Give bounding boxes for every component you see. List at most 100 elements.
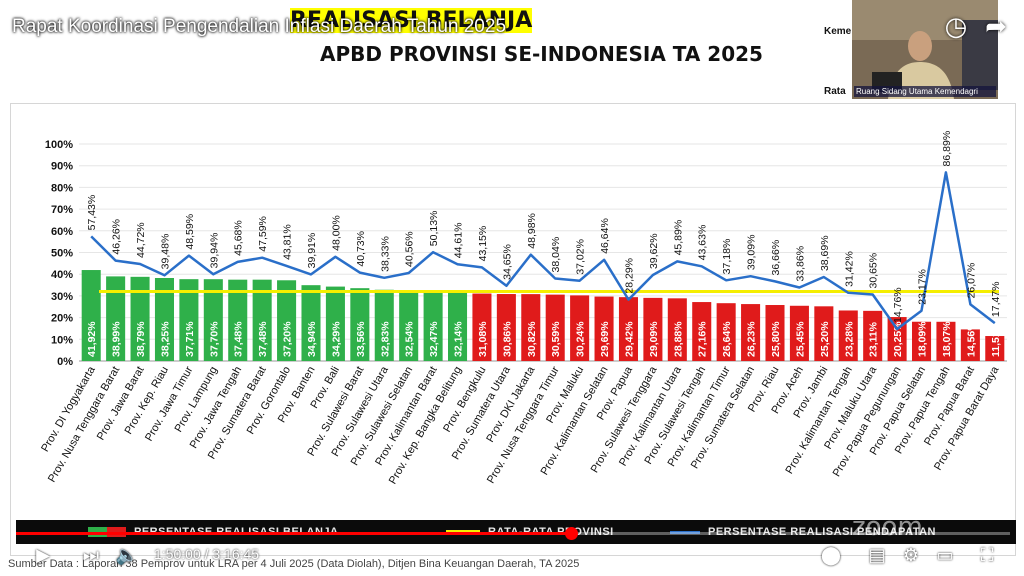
bar-value-label: 30,24% bbox=[575, 321, 587, 357]
cast-icon[interactable]: ▭ bbox=[936, 545, 954, 565]
bar-value-label: 25,80% bbox=[770, 321, 782, 357]
bar bbox=[277, 280, 297, 361]
legend-item-pendapatan: PERSENTASE REALISASI PENDAPATAN bbox=[670, 524, 936, 540]
line-value-label: 50,13% bbox=[428, 211, 440, 247]
bar bbox=[692, 302, 712, 361]
progress-scrubber[interactable] bbox=[564, 527, 578, 540]
bar bbox=[301, 285, 321, 361]
bar bbox=[838, 310, 858, 361]
bar-value-label: 28,88% bbox=[672, 321, 684, 357]
bar bbox=[154, 277, 174, 361]
bar-value-label: 26,23% bbox=[746, 321, 758, 357]
line-value-label: 46,26% bbox=[111, 219, 123, 255]
y-tick-label: 100% bbox=[45, 139, 73, 151]
watch-later-icon[interactable]: ◷ bbox=[944, 11, 968, 41]
bar bbox=[228, 279, 248, 361]
legend-swatch-pendapatan bbox=[670, 530, 700, 534]
line-value-label: 43,15% bbox=[477, 226, 489, 262]
chart-frame: 0% 10% 20% 30% 40% 50% 60% 70% 80% 90% 100% 41,92% 3… bbox=[10, 103, 1016, 556]
progress-bar-fill bbox=[16, 532, 571, 535]
y-tick-label: 40% bbox=[51, 269, 73, 281]
line-value-label: 46,64% bbox=[599, 218, 611, 254]
bar-line-chart: 0% 10% 20% 30% 40% 50% 60% 70% 80% 90% 100% 41,92% 3… bbox=[39, 131, 1007, 486]
line-value-label: 43,81% bbox=[282, 224, 294, 260]
speaker-video[interactable]: Ruang Sidang Utama Kemendagri bbox=[852, 0, 998, 99]
speaker-video-caption: Ruang Sidang Utama Kemendagri bbox=[854, 86, 996, 97]
y-tick-label: 20% bbox=[51, 313, 73, 325]
line-value-label: 39,48% bbox=[159, 234, 171, 270]
zoom-watermark: zoom bbox=[852, 512, 923, 542]
line-value-label: 48,98% bbox=[526, 213, 538, 249]
line-value-label: 38,04% bbox=[550, 237, 562, 273]
line-value-label: 39,09% bbox=[746, 235, 758, 271]
bar-value-label: 23,11% bbox=[868, 321, 880, 357]
bar-value-label: 38,99% bbox=[111, 321, 123, 357]
bar bbox=[765, 305, 785, 361]
bar bbox=[887, 317, 907, 361]
bar bbox=[350, 288, 370, 361]
line-value-label: 40,73% bbox=[355, 231, 367, 267]
video-title[interactable]: Rapat Koordinasi Pengendalian Inflasi Da… bbox=[12, 16, 507, 37]
settings-gear-icon[interactable]: ⚙ bbox=[902, 545, 920, 565]
slide-title-line-2: APBD PROVINSI SE-INDONESIA TA 2025 bbox=[320, 42, 763, 66]
line-value-label: 37,18% bbox=[721, 239, 733, 275]
share-icon[interactable]: ➦ bbox=[985, 11, 1007, 41]
side-text-top: Keme bbox=[824, 26, 852, 37]
bar bbox=[667, 298, 687, 361]
fullscreen-icon[interactable]: ⛶ bbox=[980, 545, 994, 565]
bar bbox=[716, 303, 736, 361]
speaker-video-frame bbox=[852, 0, 998, 99]
bar bbox=[374, 289, 394, 361]
bar-value-label: 29,69% bbox=[599, 321, 611, 357]
chevron-down-icon[interactable]: ⌄ bbox=[503, 540, 515, 556]
line-value-label: 47,59% bbox=[257, 216, 269, 252]
y-tick-label: 60% bbox=[51, 226, 73, 238]
bar bbox=[179, 279, 199, 361]
bar-value-label: 25,45% bbox=[794, 321, 806, 357]
line-value-label: 33,86% bbox=[794, 246, 806, 282]
bar-value-label: 33,56% bbox=[355, 321, 367, 357]
line-value-label: 14,76% bbox=[892, 287, 904, 323]
line-value-label: 48,00% bbox=[330, 215, 342, 251]
bar-value-label: 41,92% bbox=[86, 321, 98, 357]
line-value-label: 86,89% bbox=[941, 131, 953, 167]
bar-value-label: 29,09% bbox=[648, 321, 660, 357]
slide-title-highlight: REALISASI BELANJA bbox=[290, 8, 533, 33]
bar-value-label: 27,16% bbox=[697, 321, 709, 357]
bar-value-label: 29,42% bbox=[623, 321, 635, 357]
line-value-label: 38,33% bbox=[379, 236, 391, 272]
time-display: 1:50:00 / 3:16:45 bbox=[154, 546, 260, 562]
line-value-label: 57,43% bbox=[86, 195, 98, 231]
line-value-label: 36,66% bbox=[770, 240, 782, 276]
line-value-label: 37,02% bbox=[575, 239, 587, 275]
bar bbox=[496, 294, 516, 361]
bar-value-label: 14,56% bbox=[965, 321, 977, 357]
play-icon[interactable]: ▶ bbox=[36, 545, 50, 565]
bar bbox=[936, 321, 956, 361]
bar bbox=[81, 270, 101, 361]
subtitles-icon[interactable]: ▤ bbox=[868, 545, 886, 565]
autoplay-toggle-icon[interactable]: ⬤ bbox=[820, 545, 842, 565]
line-value-label: 23,17% bbox=[917, 269, 929, 305]
bar-value-label: 31,08% bbox=[477, 321, 489, 357]
bar bbox=[789, 305, 809, 361]
bar bbox=[472, 293, 492, 361]
line-value-label: 40,56% bbox=[404, 231, 416, 267]
bar-value-label: 30,59% bbox=[550, 321, 562, 357]
bar bbox=[399, 290, 419, 361]
line-value-label: 39,62% bbox=[648, 233, 660, 269]
line-value-label: 38,69% bbox=[819, 235, 831, 271]
bar bbox=[960, 329, 980, 361]
y-tick-label: 80% bbox=[51, 182, 73, 194]
volume-icon[interactable]: 🔈 bbox=[115, 545, 139, 565]
bar bbox=[252, 279, 272, 361]
line-value-label: 45,68% bbox=[233, 220, 245, 256]
line-value-label: 48,59% bbox=[184, 214, 196, 250]
line-value-label: 44,61% bbox=[453, 223, 465, 259]
y-tick-label: 30% bbox=[51, 291, 73, 303]
line-value-label: 28,29% bbox=[623, 258, 635, 294]
bar bbox=[570, 295, 590, 361]
line-value-label: 26,07% bbox=[965, 263, 977, 299]
next-icon[interactable]: ⏭ bbox=[82, 545, 100, 565]
y-tick-label: 90% bbox=[51, 161, 73, 173]
